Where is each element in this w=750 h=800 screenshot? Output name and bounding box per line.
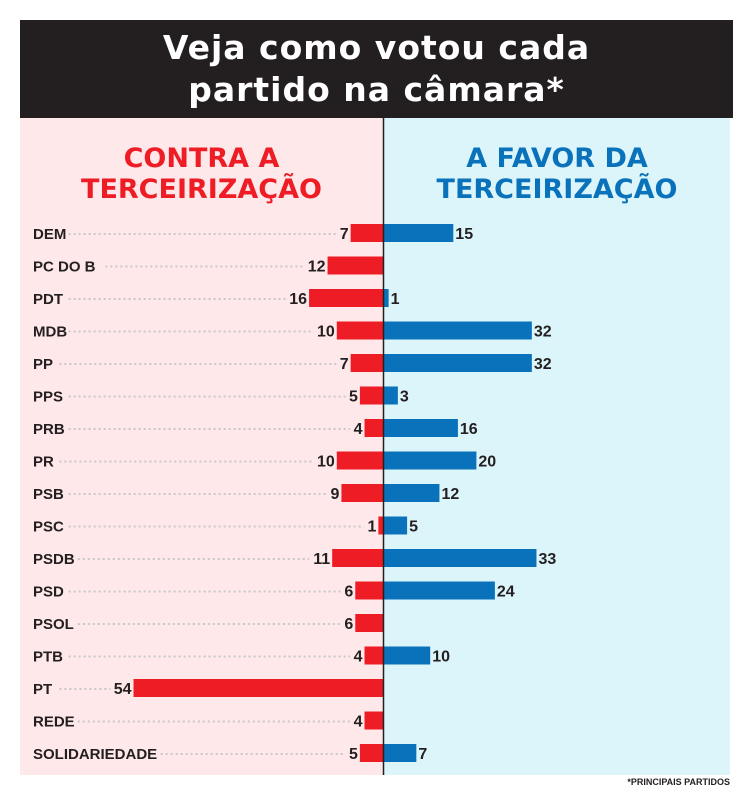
value-label-against: 6	[344, 616, 353, 633]
bar-against	[359, 386, 383, 405]
bar-favor	[384, 354, 532, 372]
bar-favor	[384, 744, 417, 762]
bar-against	[336, 321, 383, 340]
value-label-favor: 16	[460, 421, 478, 438]
value-label-against: 4	[354, 421, 363, 438]
category-label: PR	[33, 454, 54, 471]
bar-against	[364, 419, 383, 437]
bar-against	[355, 614, 383, 632]
bar-against	[378, 516, 383, 535]
value-label-favor: 15	[455, 226, 473, 243]
value-label-favor: 3	[400, 389, 409, 406]
bar-favor	[384, 289, 389, 307]
bar-favor	[384, 646, 431, 665]
category-label: PP	[33, 356, 53, 373]
value-label-against: 5	[349, 746, 358, 763]
category-label: REDE	[33, 714, 75, 731]
category-label: MDB	[33, 324, 67, 341]
bar-against	[350, 224, 383, 242]
value-label-favor: 20	[478, 454, 496, 471]
bar-against	[133, 679, 383, 697]
value-label-favor: 33	[538, 551, 556, 568]
value-label-favor: 32	[534, 356, 552, 373]
value-label-favor: 32	[534, 324, 552, 341]
value-label-against: 5	[349, 389, 358, 406]
category-label: PSB	[33, 486, 64, 503]
bar-against	[364, 646, 383, 665]
bar-against	[336, 451, 383, 470]
bar-against	[332, 549, 383, 567]
category-label: PT	[33, 681, 52, 698]
left-panel-bg	[20, 118, 383, 775]
value-label-favor: 1	[391, 291, 400, 308]
category-label: SOLIDARIEDADE	[33, 746, 157, 763]
bar-against	[359, 744, 383, 762]
value-label-against: 9	[331, 486, 340, 503]
category-label: PRB	[33, 421, 65, 438]
category-label: PPS	[33, 389, 63, 406]
bar-against	[355, 581, 383, 600]
value-label-against: 10	[317, 454, 335, 471]
category-label: PSDB	[33, 551, 75, 568]
bar-against	[309, 289, 383, 307]
bar-favor	[384, 451, 477, 470]
bar-favor	[384, 581, 495, 600]
title-line-2: partido na câmara*	[188, 70, 565, 109]
legend-against: Contra a terceirização	[81, 143, 322, 205]
bar-favor	[384, 224, 454, 242]
bar-favor	[384, 321, 532, 340]
value-label-favor: 10	[432, 649, 450, 666]
category-label: DEM	[33, 226, 66, 243]
bar-against	[341, 484, 383, 502]
value-label-against: 6	[344, 584, 353, 601]
footnote: *PRINCIPAIS PARTIDOS	[627, 777, 730, 787]
category-label: PSC	[33, 519, 64, 536]
bar-against	[364, 711, 383, 730]
bar-favor	[384, 516, 408, 535]
bar-against	[350, 354, 383, 372]
right-panel-bg	[384, 118, 730, 775]
value-label-favor: 24	[497, 584, 515, 601]
bar-favor	[384, 419, 458, 437]
category-label: PC DO B	[33, 259, 96, 276]
category-label: PSOL	[33, 616, 74, 633]
value-label-against: 7	[340, 226, 349, 243]
title-line-1: Veja como votou cada	[162, 28, 591, 67]
bar-favor	[384, 549, 537, 567]
value-label-against: 16	[289, 291, 307, 308]
value-label-favor: 5	[409, 519, 418, 536]
category-label: PTB	[33, 649, 63, 666]
legend-favor: A favor da terceirização	[436, 143, 678, 205]
value-label-against: 54	[114, 681, 132, 698]
value-label-against: 4	[354, 649, 363, 666]
value-label-against: 11	[313, 551, 330, 568]
bar-against	[327, 256, 383, 275]
value-label-favor: 12	[441, 486, 459, 503]
value-label-favor: 7	[418, 746, 427, 763]
category-label: PSD	[33, 584, 64, 601]
value-label-against: 10	[317, 324, 335, 341]
value-label-against: 1	[367, 519, 376, 536]
value-label-against: 7	[340, 356, 349, 373]
bar-favor	[384, 386, 398, 405]
bar-favor	[384, 484, 440, 502]
category-label: PDT	[33, 291, 63, 308]
chart-title: Veja como votou cada partido na câmara*	[20, 20, 733, 118]
value-label-against: 4	[354, 714, 363, 731]
value-label-against: 12	[308, 259, 326, 276]
